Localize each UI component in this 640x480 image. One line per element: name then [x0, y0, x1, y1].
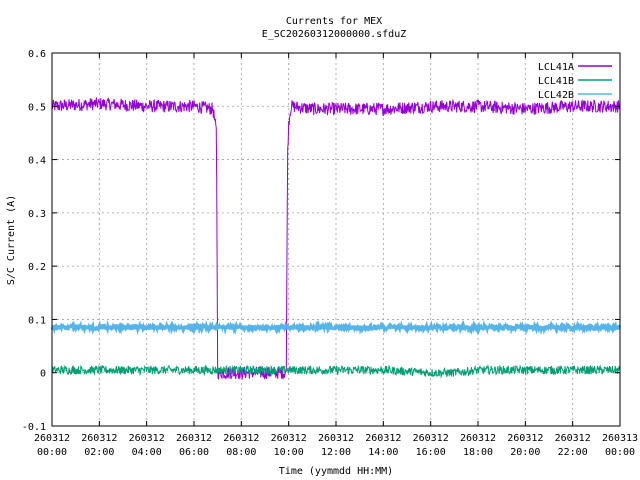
x-tick-label-time: 14:00 [368, 447, 398, 458]
y-tick-label: -0.1 [22, 422, 46, 433]
x-tick-label-time: 00:00 [37, 447, 67, 458]
x-tick-label-date: 260312 [555, 433, 591, 444]
y-tick-label: 0.6 [28, 49, 46, 60]
chart-subtitle: E_SC20260312000000.sfduZ [262, 29, 407, 40]
x-tick-label-time: 02:00 [84, 447, 114, 458]
legend-label-lcl42b: LCL42B [538, 90, 574, 101]
x-tick-label-date: 260313 [602, 433, 638, 444]
x-tick-label-date: 260312 [507, 433, 543, 444]
y-axis: -0.1 0 0.1 0.2 0.3 0.4 0.5 0.6 [22, 49, 620, 433]
y-axis-label: S/C Current (A) [6, 195, 17, 285]
x-tick-label-date: 260312 [129, 433, 165, 444]
x-axis: 260312 00:00 260312 02:00 260312 04:00 260312 0… [34, 53, 638, 458]
x-tick-label-date: 260312 [413, 433, 449, 444]
x-axis-label: Time (yymmdd HH:MM) [279, 466, 393, 477]
x-tick-label-date: 260312 [460, 433, 496, 444]
x-tick-label-time: 16:00 [416, 447, 446, 458]
x-tick-label-time: 06:00 [179, 447, 209, 458]
series-line-lcl41b [51, 363, 621, 379]
legend: LCL41A LCL41B LCL42B [538, 62, 612, 101]
x-tick-label-time: 08:00 [226, 447, 256, 458]
x-tick-label-date: 260312 [223, 433, 259, 444]
series-line-lcl41a [51, 97, 621, 381]
y-tick-label: 0.3 [28, 209, 46, 220]
series-layer [50, 97, 621, 381]
x-tick-label-date: 260312 [176, 433, 212, 444]
x-tick-label-date: 260312 [81, 433, 117, 444]
y-tick-label: 0.4 [28, 156, 46, 167]
legend-label-lcl41a: LCL41A [538, 62, 574, 73]
x-tick-label-time: 04:00 [132, 447, 162, 458]
legend-label-lcl41b: LCL41B [538, 76, 574, 87]
y-tick-label: 0.2 [28, 262, 46, 273]
x-tick-label-time: 12:00 [321, 447, 351, 458]
chart-title: Currents for MEX [286, 16, 382, 27]
series-line-lcl42b [50, 319, 621, 336]
x-tick-label-date: 260312 [34, 433, 70, 444]
x-tick-label-time: 00:00 [605, 447, 635, 458]
x-tick-label-date: 260312 [365, 433, 401, 444]
x-tick-label-time: 10:00 [274, 447, 304, 458]
x-tick-label-date: 260312 [318, 433, 354, 444]
y-tick-label: 0.5 [28, 102, 46, 113]
y-tick-label: 0 [40, 369, 46, 380]
x-tick-label-time: 22:00 [558, 447, 588, 458]
x-tick-label-time: 18:00 [463, 447, 493, 458]
x-tick-label-time: 20:00 [510, 447, 540, 458]
y-tick-label: 0.1 [28, 315, 46, 326]
x-tick-label-date: 260312 [271, 433, 307, 444]
